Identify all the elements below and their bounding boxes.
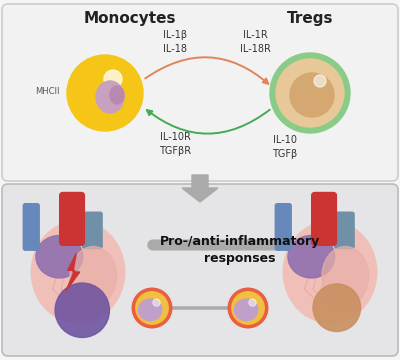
Text: IL-10R
TGFβR: IL-10R TGFβR <box>159 132 191 156</box>
Circle shape <box>314 75 326 87</box>
Ellipse shape <box>96 81 124 113</box>
Circle shape <box>132 288 172 328</box>
FancyBboxPatch shape <box>275 204 291 250</box>
Polygon shape <box>66 253 80 291</box>
Circle shape <box>104 70 122 88</box>
Circle shape <box>276 59 344 127</box>
FancyBboxPatch shape <box>23 204 39 250</box>
Circle shape <box>228 288 268 328</box>
Ellipse shape <box>138 299 162 321</box>
FancyBboxPatch shape <box>335 212 354 248</box>
Text: Tregs: Tregs <box>287 10 333 26</box>
Ellipse shape <box>36 235 83 278</box>
Text: Pro-/anti-inflammatory
responses: Pro-/anti-inflammatory responses <box>160 235 320 265</box>
Circle shape <box>67 55 143 131</box>
Ellipse shape <box>234 299 258 321</box>
Circle shape <box>249 299 256 306</box>
Circle shape <box>232 292 264 324</box>
Circle shape <box>313 284 361 332</box>
FancyBboxPatch shape <box>312 193 336 245</box>
Ellipse shape <box>31 221 125 323</box>
Polygon shape <box>182 175 218 202</box>
FancyBboxPatch shape <box>2 4 398 181</box>
Ellipse shape <box>110 86 124 104</box>
Circle shape <box>55 283 110 337</box>
Text: Monocytes: Monocytes <box>84 10 176 26</box>
Circle shape <box>290 73 334 117</box>
Circle shape <box>153 299 160 306</box>
FancyBboxPatch shape <box>2 184 398 356</box>
Text: IL-1R
IL-18R: IL-1R IL-18R <box>240 30 270 54</box>
Text: IL-10
TGFβ: IL-10 TGFβ <box>272 135 298 159</box>
Circle shape <box>136 292 168 324</box>
Ellipse shape <box>288 235 335 278</box>
FancyBboxPatch shape <box>83 212 102 248</box>
Ellipse shape <box>283 221 377 323</box>
Text: IL-1β
IL-18: IL-1β IL-18 <box>163 30 187 54</box>
FancyBboxPatch shape <box>60 193 84 245</box>
Circle shape <box>270 53 350 133</box>
Text: MHCII: MHCII <box>36 86 60 95</box>
Ellipse shape <box>322 247 369 306</box>
Ellipse shape <box>70 247 117 306</box>
